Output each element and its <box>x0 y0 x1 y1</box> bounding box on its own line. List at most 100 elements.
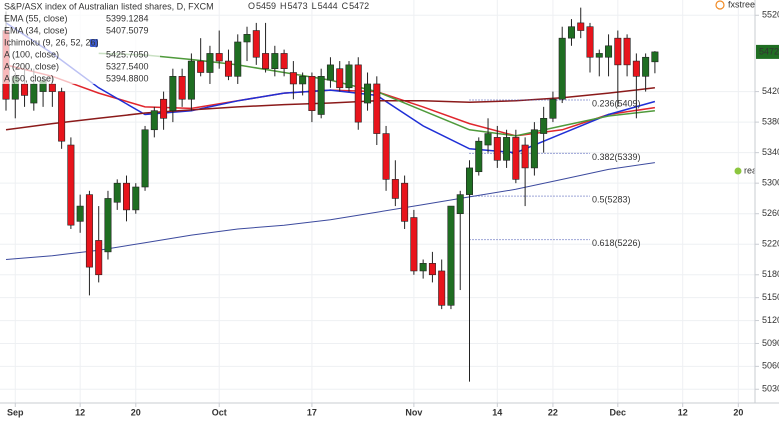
legend-label: EMA (34, close) <box>4 25 68 35</box>
fib-label: 0.5(5283) <box>592 195 631 205</box>
candle-body <box>475 140 483 173</box>
x-tick-label: Dec <box>610 407 627 417</box>
candle-body <box>549 98 557 119</box>
candle-body <box>364 83 372 104</box>
candle-body <box>160 98 168 119</box>
x-tick-label: Nov <box>405 407 422 417</box>
legend-value: 5399.1284 <box>106 13 149 23</box>
candle-body <box>187 60 195 100</box>
candle-body <box>271 53 279 69</box>
candle-body <box>123 182 131 211</box>
ohlc-header: O5459 H5473 L5444 C5472 <box>248 1 369 11</box>
ohlc-value: 5444 <box>318 1 338 11</box>
ma-line <box>5 162 655 260</box>
ma-line <box>5 87 655 131</box>
candle-body <box>104 198 112 253</box>
candle-body <box>85 194 93 268</box>
x-tick-label: 20 <box>733 407 743 417</box>
ohlc-letter: O <box>248 1 255 11</box>
x-tick-label: 12 <box>678 407 688 417</box>
grid-layer <box>0 0 755 403</box>
candle-body <box>58 91 66 142</box>
y-tick-label: 5030 <box>762 384 779 394</box>
candle-body <box>651 51 659 63</box>
candles-layer <box>2 7 659 382</box>
legend-label: EMA (55, close) <box>4 13 68 23</box>
candle-body <box>605 45 613 58</box>
candle-body <box>642 56 650 77</box>
y-tick-label: 5150 <box>762 292 779 302</box>
candle-body <box>308 76 316 111</box>
price-axis-bg <box>755 0 779 422</box>
candle-body <box>252 30 260 58</box>
candle-body <box>67 144 75 226</box>
candle-body <box>512 137 520 180</box>
candle-body <box>567 26 575 39</box>
candle-body <box>540 118 548 134</box>
fib-label: 0.236(5409) <box>592 98 641 108</box>
candle-body <box>577 22 585 31</box>
candle-body <box>391 179 399 199</box>
candle-body <box>30 83 38 104</box>
legend-value: 5407.5079 <box>106 25 149 35</box>
legend-label: A (100, close) <box>4 49 59 59</box>
ohlc-letter: L <box>312 1 317 11</box>
y-tick-label: 5300 <box>762 178 779 188</box>
candle-body <box>493 137 501 161</box>
candle-body <box>530 129 538 169</box>
candle-body <box>21 83 29 96</box>
last-price-label: 5472 <box>759 46 779 56</box>
candle-body <box>224 60 232 77</box>
ohlc-letter: C <box>342 1 349 11</box>
candle-body <box>113 182 121 203</box>
legend-bg <box>0 0 160 84</box>
x-tick-label: Sep <box>7 407 24 417</box>
candle-body <box>410 217 418 272</box>
fib-label: 0.382(5339) <box>592 152 641 162</box>
y-tick-label: 5220 <box>762 239 779 249</box>
x-tick-label: 12 <box>75 407 85 417</box>
candle-body <box>336 68 344 89</box>
y-tick-label: 5180 <box>762 269 779 279</box>
candle-body <box>206 53 214 73</box>
candle-body <box>503 137 511 161</box>
candle-body <box>447 205 455 306</box>
legend-value: 5394.8800 <box>106 73 149 83</box>
candle-body <box>438 270 446 306</box>
candle-body <box>280 53 288 69</box>
legend-label: A (200, close) <box>4 61 59 71</box>
indicator-icon <box>90 39 98 47</box>
candle-body <box>586 26 594 58</box>
overlay-layer: 0.236(5409) 0.382(5339) 0.5(5283) 0.618(522… <box>0 0 777 249</box>
brand-icon <box>715 0 725 10</box>
candle-body <box>178 76 186 100</box>
x-tick-label: 17 <box>307 407 317 417</box>
candle-body <box>215 53 223 62</box>
chart-title: S&P/ASX index of Australian listed share… <box>4 1 214 11</box>
last-price-tag <box>756 44 779 59</box>
y-tick-label: 5380 <box>762 116 779 126</box>
ohlc-letter: H <box>280 1 287 11</box>
legend-value: 5327.5400 <box>106 61 149 71</box>
candle-body <box>373 83 381 134</box>
candle-body <box>197 60 205 73</box>
candle-body <box>382 133 390 180</box>
candle-body <box>521 144 529 169</box>
candle-body <box>345 64 353 89</box>
x-tick-label: Oct <box>212 407 227 417</box>
brand: fxstreet <box>728 0 758 9</box>
candle-body <box>243 34 251 43</box>
y-tick-label: 5260 <box>762 208 779 218</box>
y-tick-label: 5420 <box>762 86 779 96</box>
candle-body <box>95 240 103 276</box>
candle-body <box>484 133 492 146</box>
x-tick-label: 22 <box>548 407 558 417</box>
candle-body <box>141 129 149 188</box>
candle-body <box>401 182 409 222</box>
candle-body <box>317 76 325 115</box>
candle-body <box>354 64 362 123</box>
candle-body <box>299 76 307 85</box>
candle-body <box>169 76 177 111</box>
y-tick-label: 5520 <box>762 10 779 20</box>
candle-body <box>76 205 84 222</box>
